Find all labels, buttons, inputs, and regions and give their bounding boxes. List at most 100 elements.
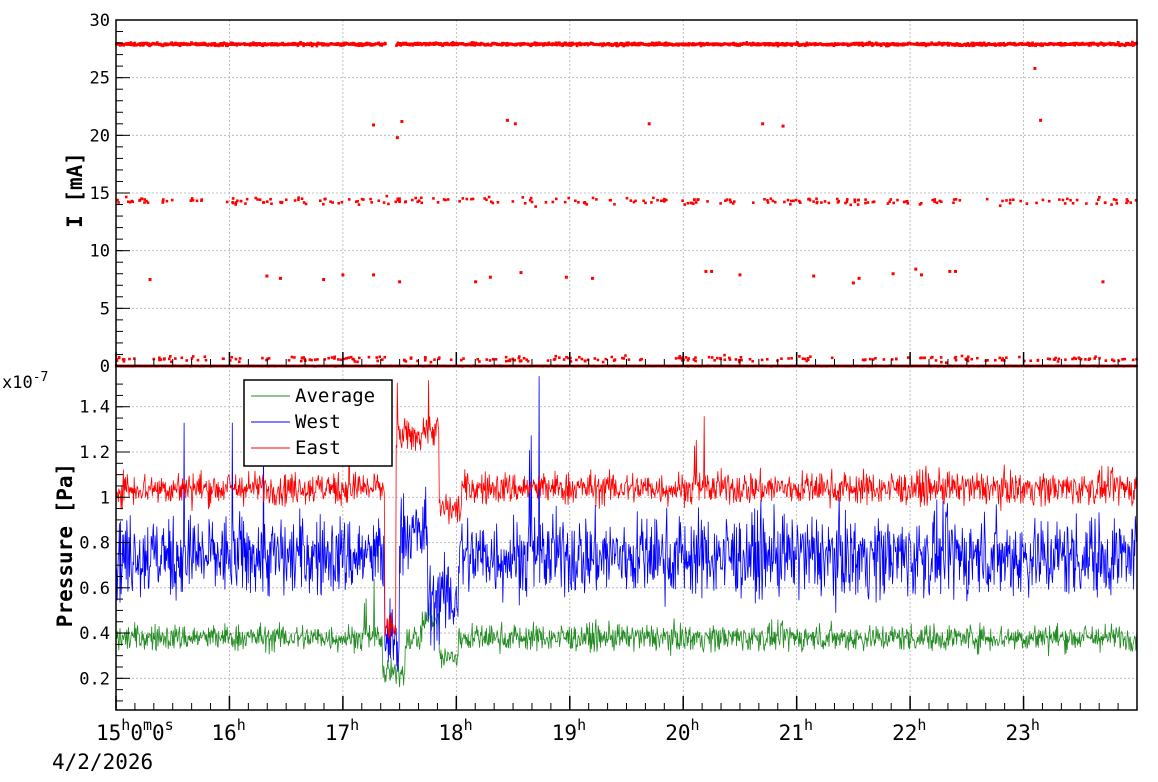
current-data-point <box>871 200 875 204</box>
current-data-point <box>725 198 729 201</box>
current-data-point <box>117 201 120 204</box>
current-data-point <box>766 201 770 204</box>
current-data-point <box>555 41 558 45</box>
current-data-point <box>203 355 207 359</box>
current-data-point <box>906 202 910 205</box>
x-tick-label-unit: h <box>464 716 473 734</box>
current-data-point <box>115 357 119 361</box>
current-data-point <box>237 360 241 363</box>
current-data-point <box>567 44 571 47</box>
current-data-point <box>751 43 754 47</box>
current-data-point <box>716 356 719 360</box>
current-data-point <box>999 42 1002 45</box>
current-data-point <box>351 357 355 361</box>
current-data-point <box>161 199 165 203</box>
current-data-point <box>866 41 869 45</box>
x-tick-label: 23h <box>1006 716 1040 745</box>
current-data-point <box>562 358 566 361</box>
current-data-point <box>971 41 975 45</box>
current-data-point <box>622 357 626 360</box>
current-data-point <box>372 123 376 127</box>
current-data-point <box>798 355 801 358</box>
current-data-point <box>142 43 146 46</box>
current-data-point <box>906 356 910 359</box>
legend-entry-west: West <box>251 411 341 433</box>
current-data-point <box>658 41 661 44</box>
x-tick-label-unit: h <box>237 716 246 734</box>
current-data-point <box>145 199 148 203</box>
current-data-point <box>116 198 119 202</box>
current-data-point <box>1056 360 1060 363</box>
current-data-point <box>681 199 684 202</box>
current-data-point <box>1039 118 1043 122</box>
current-data-point <box>924 44 928 48</box>
current-data-point <box>566 356 570 360</box>
current-data-point <box>861 358 865 362</box>
current-data-point <box>1084 358 1087 361</box>
current-data-point <box>1126 43 1129 46</box>
current-data-point <box>252 42 256 45</box>
current-data-point <box>1097 198 1100 202</box>
pressure-y-tick-label: 1.4 <box>79 398 110 418</box>
current-data-point <box>577 355 581 359</box>
current-data-point <box>694 359 697 363</box>
current-data-point <box>620 42 624 45</box>
current-data-point <box>890 358 894 361</box>
current-data-point <box>491 201 495 205</box>
current-data-point <box>269 197 272 201</box>
x-tick-label-unit: h <box>350 716 359 734</box>
current-data-point <box>1047 199 1051 203</box>
pressure-lines <box>115 376 1138 688</box>
x-tick-label-hour: 23 <box>1006 721 1031 745</box>
current-data-point <box>835 197 839 201</box>
current-data-point <box>939 200 943 204</box>
current-data-point <box>1118 44 1122 48</box>
x-tick-label-hour: 21 <box>779 721 804 745</box>
current-data-point <box>420 201 424 205</box>
current-data-point <box>518 355 521 358</box>
current-data-point <box>738 360 741 364</box>
current-data-point <box>582 201 586 205</box>
x-tick-label: 22h <box>892 716 926 745</box>
x-tick-label: 19h <box>552 716 586 745</box>
current-data-point <box>508 359 512 363</box>
current-data-point <box>644 201 647 205</box>
current-data-point <box>723 353 726 357</box>
current-data-point <box>938 199 942 203</box>
current-data-point <box>849 203 853 207</box>
current-data-point <box>731 202 735 205</box>
current-data-point <box>416 359 419 363</box>
current-data-point <box>806 358 810 362</box>
current-data-point <box>528 198 532 202</box>
current-data-point <box>1074 357 1077 361</box>
current-data-point <box>920 356 923 359</box>
x-tick-label-hour: 18 <box>438 721 463 745</box>
current-data-point <box>765 358 769 361</box>
current-data-point <box>960 354 964 358</box>
current-data-point <box>124 195 128 199</box>
current-data-point <box>1029 44 1033 47</box>
current-data-point <box>444 198 447 202</box>
current-data-point <box>196 358 200 362</box>
current-data-point <box>506 41 509 45</box>
current-data-point <box>377 41 380 45</box>
current-data-point <box>400 119 404 123</box>
current-data-point <box>255 44 258 47</box>
current-data-point <box>896 198 899 202</box>
current-data-point <box>483 197 486 200</box>
current-data-point <box>868 40 871 44</box>
current-data-point <box>230 355 234 359</box>
current-data-point <box>853 200 857 204</box>
current-data-point <box>310 358 313 362</box>
current-data-point <box>607 42 611 45</box>
current-data-point <box>1005 356 1008 360</box>
current-data-point <box>728 358 732 361</box>
current-data-point <box>170 360 173 364</box>
legend-label-east: East <box>295 437 341 459</box>
current-data-point <box>867 42 870 46</box>
current-data-point <box>398 41 402 45</box>
current-data-point <box>1076 42 1080 45</box>
current-data-point <box>864 198 867 201</box>
current-data-point <box>535 41 538 45</box>
